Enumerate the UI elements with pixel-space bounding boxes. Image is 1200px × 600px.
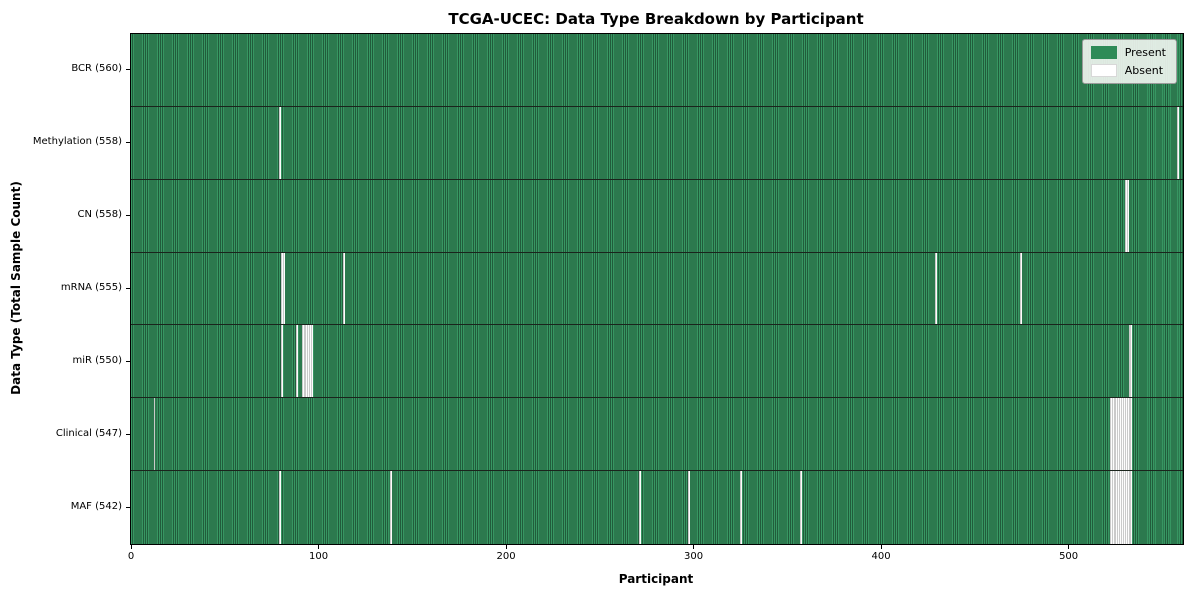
absent-cell: [1117, 471, 1120, 544]
legend: Present Absent: [1081, 39, 1177, 84]
absent-cell: [1113, 471, 1116, 544]
absent-cell: [342, 252, 345, 325]
y-tick-label-clinical: Clinical (547): [55, 427, 122, 439]
absent-cell: [1117, 398, 1120, 471]
absent-cell: [1115, 398, 1118, 471]
absent-cell: [311, 325, 313, 398]
y-tick-mark: [126, 215, 130, 217]
absent-cell: [800, 471, 803, 544]
present-swatch-icon: [1090, 46, 1117, 59]
absent-cell: [1111, 471, 1114, 544]
absent-cell: [279, 106, 282, 179]
absent-cell: [303, 325, 306, 398]
heatmap-row-mir: [131, 325, 1183, 399]
y-tick-mark: [126, 69, 130, 71]
x-tick-mark: [505, 545, 507, 549]
absent-cell: [1124, 471, 1127, 544]
absent-cell: [1119, 398, 1122, 471]
absent-cell: [301, 325, 304, 398]
absent-cell: [1109, 471, 1112, 544]
heatmap-row-mrna: [131, 252, 1183, 326]
absent-cell: [282, 252, 285, 325]
y-tick-mark: [126, 506, 130, 508]
heatmap-row-cn: [131, 179, 1183, 253]
legend-item-absent: Absent: [1090, 64, 1166, 77]
y-tick-label-mrna: mRNA (555): [60, 282, 122, 293]
absent-cell: [1122, 398, 1125, 471]
absent-cell: [1130, 325, 1133, 398]
x-tick-mark: [693, 545, 695, 549]
heatmap-rows: [131, 34, 1183, 544]
y-tick-label-bcr: BCR (560): [71, 63, 122, 75]
absent-cell: [153, 398, 156, 471]
absent-cell: [687, 471, 690, 544]
absent-cell: [639, 471, 642, 544]
heatmap-row-bcr: [131, 34, 1183, 107]
absent-cell: [1113, 398, 1116, 471]
absent-cell: [1109, 398, 1112, 471]
y-tick-mark: [126, 433, 130, 435]
absent-cell: [389, 471, 392, 544]
absent-cell: [1130, 471, 1133, 544]
absent-cell: [281, 252, 283, 325]
plot-area: Present Absent: [130, 33, 1184, 545]
legend-absent-label: Absent: [1124, 64, 1164, 77]
x-tick-label: 300: [684, 551, 704, 562]
absent-cell: [740, 471, 743, 544]
chart-title: TCGA-UCEC: Data Type Breakdown by Partic…: [448, 10, 864, 28]
y-tick-mark: [126, 360, 130, 362]
absent-cell: [1126, 398, 1129, 471]
x-tick-mark: [880, 545, 882, 549]
absent-cell: [935, 252, 938, 325]
absent-cell: [1019, 252, 1022, 325]
x-tick-label: 400: [871, 551, 891, 562]
absent-cell: [296, 325, 298, 398]
heatmap-row-methylation: [131, 106, 1183, 180]
x-axis-label: Participant: [618, 572, 694, 586]
y-tick-label-maf: MAF (542): [70, 500, 122, 512]
absent-swatch-icon: [1090, 64, 1117, 77]
legend-present-label: Present: [1124, 46, 1166, 59]
absent-cell: [1126, 471, 1129, 544]
heatmap-row-clinical: [131, 398, 1183, 472]
absent-cell: [279, 471, 282, 544]
absent-cell: [1128, 398, 1131, 471]
absent-cell: [1177, 106, 1180, 179]
absent-cell: [305, 325, 308, 398]
absent-cell: [1121, 471, 1123, 544]
x-tick-mark: [1068, 545, 1070, 549]
x-tick-label: 100: [308, 551, 329, 562]
absent-cell: [1128, 325, 1131, 398]
x-tick-mark: [318, 545, 320, 549]
absent-cell: [281, 325, 283, 398]
heatmap-row-maf: [131, 471, 1183, 544]
absent-cell: [1119, 471, 1122, 544]
y-tick-label-methylation: Methylation (558): [32, 136, 122, 148]
x-tick-mark: [130, 545, 132, 549]
absent-cell: [307, 325, 310, 398]
absent-cell: [1128, 471, 1131, 544]
x-tick-label: 500: [1059, 551, 1079, 562]
x-tick-label: 200: [496, 551, 516, 562]
absent-cell: [1115, 471, 1118, 544]
y-tick-label-cn: CN (558): [77, 209, 122, 221]
absent-cell: [1124, 398, 1127, 471]
absent-cell: [1124, 179, 1127, 252]
x-tick-label: 0: [127, 551, 135, 562]
legend-item-present: Present: [1090, 46, 1166, 59]
absent-cell: [1126, 179, 1129, 252]
absent-cell: [309, 325, 312, 398]
absent-cell: [1121, 398, 1123, 471]
absent-cell: [1122, 471, 1125, 544]
y-tick-mark: [126, 142, 130, 144]
y-tick-mark: [126, 288, 130, 289]
y-tick-label-mir: miR (550): [72, 354, 122, 366]
absent-cell: [1130, 398, 1133, 471]
absent-cell: [1111, 398, 1114, 471]
